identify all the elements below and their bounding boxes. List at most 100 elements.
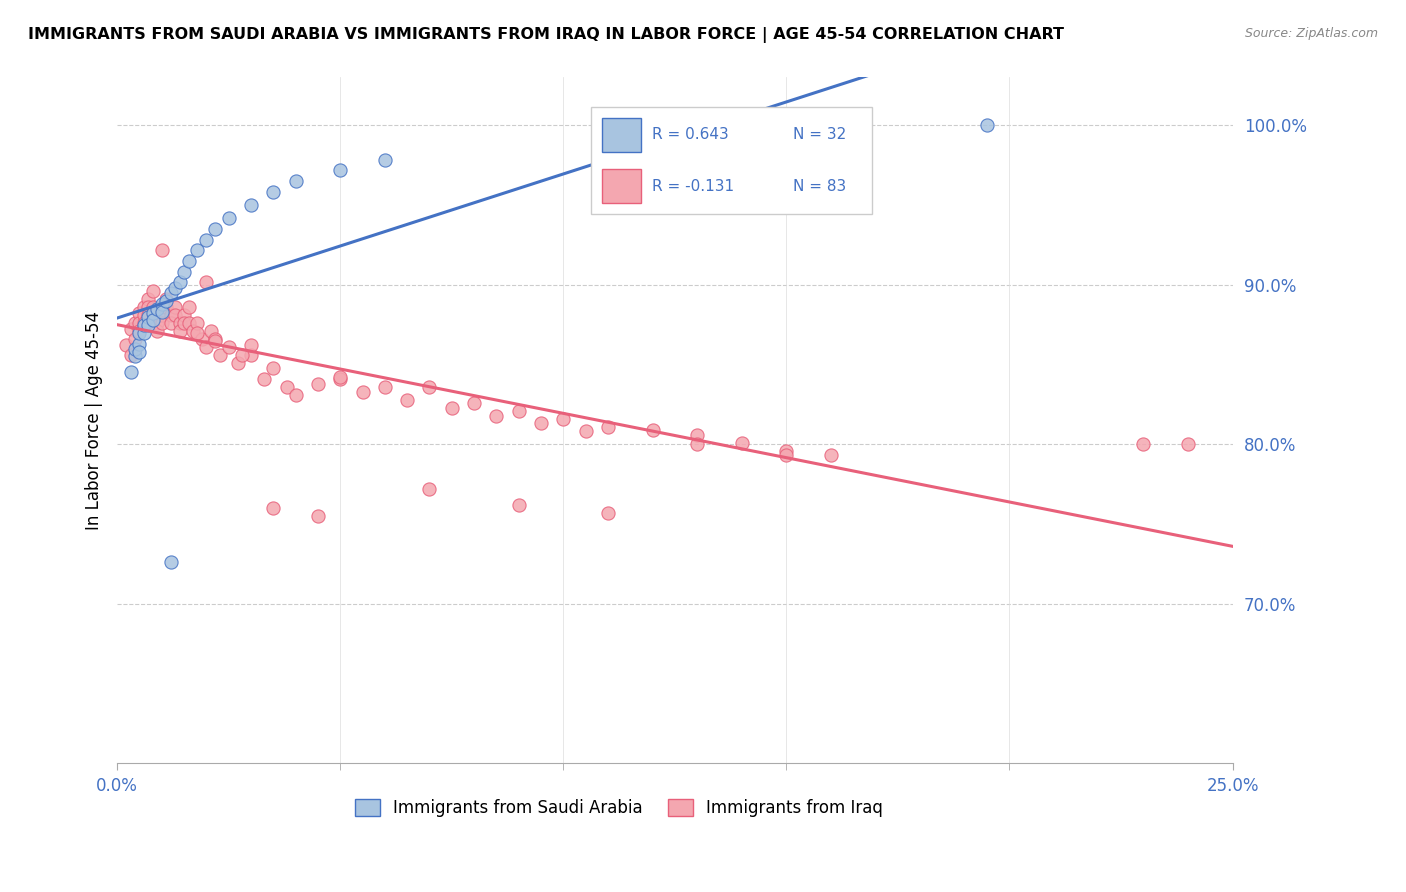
Text: Source: ZipAtlas.com: Source: ZipAtlas.com: [1244, 27, 1378, 40]
Point: [150, 305, 173, 319]
Point: [128, 324, 150, 338]
Point: [128, 344, 150, 359]
Point: [128, 326, 150, 340]
Point: [177, 253, 200, 268]
Point: [553, 411, 575, 425]
Point: [132, 300, 155, 314]
Point: [530, 417, 553, 431]
Point: [128, 336, 150, 351]
Point: [208, 348, 231, 362]
Point: [155, 300, 177, 314]
Text: R = -0.131: R = -0.131: [652, 178, 734, 194]
Point: [204, 334, 226, 348]
Point: [159, 285, 181, 300]
Point: [146, 301, 169, 316]
Point: [396, 392, 419, 407]
Point: [155, 292, 177, 306]
Bar: [602, 118, 641, 152]
Point: [374, 153, 396, 168]
Text: IMMIGRANTS FROM SAUDI ARABIA VS IMMIGRANTS FROM IRAQ IN LABOR FORCE | AGE 45-54 : IMMIGRANTS FROM SAUDI ARABIA VS IMMIGRAN…: [28, 27, 1064, 43]
Point: [124, 332, 146, 346]
Point: [329, 163, 352, 178]
Point: [186, 243, 208, 257]
Point: [418, 482, 440, 496]
Point: [159, 555, 181, 569]
Point: [146, 324, 169, 338]
Point: [165, 300, 187, 314]
Point: [124, 342, 146, 356]
Point: [240, 198, 263, 212]
Point: [142, 300, 165, 314]
Point: [276, 380, 298, 394]
Point: [132, 318, 155, 332]
Point: [307, 376, 329, 391]
Point: [150, 243, 173, 257]
Y-axis label: In Labor Force | Age 45-54: In Labor Force | Age 45-54: [86, 310, 103, 530]
Point: [150, 297, 173, 311]
Point: [820, 449, 842, 463]
Point: [138, 292, 160, 306]
Point: [173, 308, 195, 322]
Point: [374, 380, 396, 394]
Point: [1177, 437, 1199, 451]
Point: [124, 350, 146, 364]
Point: [138, 310, 160, 324]
Point: [231, 348, 253, 362]
Point: [440, 401, 463, 415]
Point: [142, 313, 165, 327]
Point: [120, 366, 142, 380]
Point: [195, 233, 218, 247]
Text: N = 32: N = 32: [793, 128, 846, 143]
Point: [115, 338, 138, 352]
Point: [284, 174, 307, 188]
Point: [226, 356, 249, 370]
Point: [329, 372, 352, 386]
Point: [686, 427, 709, 442]
Point: [352, 384, 374, 399]
Point: [262, 186, 284, 200]
Point: [186, 326, 208, 340]
Point: [508, 403, 530, 417]
Point: [169, 324, 191, 338]
Point: [508, 498, 530, 512]
Point: [155, 293, 177, 308]
Point: [200, 324, 222, 338]
Point: [159, 308, 181, 322]
Point: [132, 326, 155, 340]
Point: [731, 435, 754, 450]
Point: [165, 308, 187, 322]
Point: [329, 370, 352, 384]
Point: [195, 340, 218, 354]
Point: [159, 316, 181, 330]
Point: [177, 300, 200, 314]
Point: [253, 372, 276, 386]
Point: [204, 222, 226, 236]
Point: [240, 338, 263, 352]
Point: [142, 306, 165, 320]
Bar: [602, 169, 641, 203]
Point: [485, 409, 508, 423]
Point: [128, 316, 150, 330]
Point: [641, 423, 664, 437]
Point: [169, 316, 191, 330]
Point: [284, 388, 307, 402]
Point: [132, 316, 155, 330]
Point: [177, 316, 200, 330]
Point: [976, 118, 998, 132]
Point: [173, 316, 195, 330]
Point: [575, 425, 598, 439]
Point: [138, 300, 160, 314]
Point: [138, 318, 160, 332]
Point: [120, 348, 142, 362]
Point: [181, 324, 204, 338]
Point: [775, 443, 797, 458]
Point: [1132, 437, 1154, 451]
Point: [146, 316, 169, 330]
Point: [169, 275, 191, 289]
Point: [218, 211, 240, 225]
Point: [142, 308, 165, 322]
Point: [195, 275, 218, 289]
Point: [120, 322, 142, 336]
Point: [132, 308, 155, 322]
Point: [463, 396, 485, 410]
